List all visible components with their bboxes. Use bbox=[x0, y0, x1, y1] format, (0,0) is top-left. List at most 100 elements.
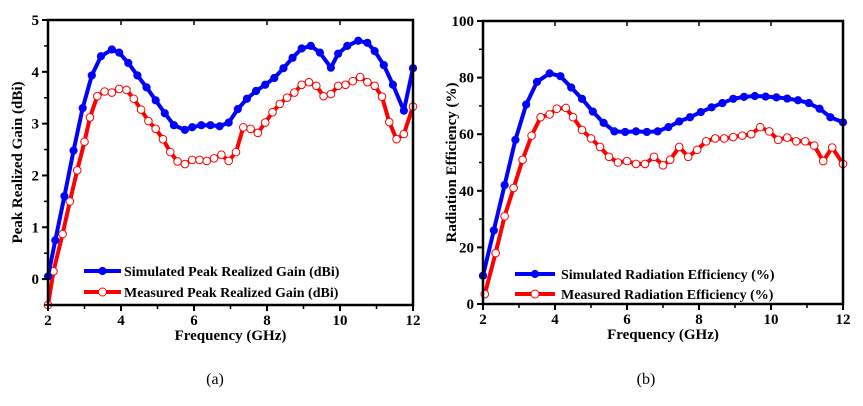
data-point-simulated-efficiency bbox=[739, 92, 749, 101]
data-point-simulated-efficiency bbox=[826, 113, 835, 122]
plot-area-b bbox=[478, 69, 848, 299]
data-point-measured-efficiency bbox=[683, 152, 693, 162]
data-point-simulated-efficiency bbox=[577, 94, 587, 103]
data-point-simulated-efficiency bbox=[685, 113, 695, 122]
data-point-measured-efficiency bbox=[622, 156, 632, 166]
x-tick-label: 10 bbox=[764, 312, 779, 328]
data-point-measured-gain bbox=[231, 147, 241, 157]
legend-marker-measured-gain bbox=[98, 287, 107, 297]
data-point-simulated-efficiency bbox=[556, 72, 565, 81]
data-point-measured-efficiency bbox=[595, 142, 605, 152]
data-point-measured-gain bbox=[136, 105, 146, 114]
data-point-measured-gain bbox=[384, 117, 394, 127]
x-tick-label: 2 bbox=[479, 312, 487, 328]
data-point-simulated-efficiency bbox=[599, 118, 608, 127]
data-point-measured-efficiency bbox=[818, 156, 828, 166]
data-point-measured-gain bbox=[100, 87, 109, 96]
data-point-measured-gain bbox=[151, 124, 160, 134]
data-point-simulated-efficiency bbox=[707, 103, 716, 112]
data-point-measured-gain bbox=[311, 81, 321, 91]
data-point-measured-gain bbox=[65, 197, 75, 206]
data-point-simulated-gain bbox=[388, 80, 398, 89]
data-point-measured-gain bbox=[144, 116, 153, 126]
data-point-simulated-gain bbox=[251, 86, 261, 96]
data-point-measured-efficiency bbox=[586, 134, 596, 143]
data-point-measured-efficiency bbox=[658, 161, 668, 170]
y-tick-label: 5 bbox=[32, 13, 40, 29]
data-point-measured-efficiency bbox=[827, 143, 837, 152]
data-point-measured-gain bbox=[304, 77, 314, 87]
data-point-simulated-gain bbox=[78, 103, 87, 113]
data-point-measured-gain bbox=[319, 91, 328, 101]
data-point-simulated-gain bbox=[115, 48, 124, 57]
data-point-measured-gain bbox=[187, 155, 197, 165]
data-point-measured-gain bbox=[268, 107, 277, 117]
x-tick-label: 10 bbox=[333, 313, 348, 329]
legend-marker-simulated-gain bbox=[98, 266, 107, 276]
data-point-simulated-gain bbox=[379, 60, 388, 70]
data-point-measured-gain bbox=[290, 88, 299, 97]
y-tick-label: 20 bbox=[459, 240, 474, 256]
x-tick-label: 8 bbox=[263, 313, 271, 329]
y-axis-title-a: Peak Realized Gain (dBi) bbox=[10, 81, 26, 243]
data-point-simulated-efficiency bbox=[664, 123, 673, 132]
data-point-simulated-gain bbox=[96, 52, 106, 61]
x-tick-label: 2 bbox=[44, 313, 52, 329]
data-point-measured-gain bbox=[85, 113, 95, 122]
data-point-measured-gain bbox=[122, 85, 131, 95]
data-point-simulated-gain bbox=[169, 121, 179, 130]
legend-a: Simulated Peak Realized Gain (dBi) Measu… bbox=[84, 265, 340, 301]
data-point-measured-efficiency bbox=[764, 127, 774, 136]
data-point-measured-gain bbox=[297, 80, 306, 90]
data-point-measured-gain bbox=[58, 229, 67, 239]
data-point-simulated-efficiency bbox=[696, 108, 705, 117]
data-point-measured-efficiency bbox=[604, 152, 614, 162]
data-point-measured-gain bbox=[107, 88, 117, 97]
caption-a: (a) bbox=[206, 371, 224, 388]
data-point-measured-gain bbox=[165, 147, 175, 157]
data-point-simulated-gain bbox=[69, 146, 78, 155]
data-point-simulated-gain bbox=[343, 41, 352, 51]
chart-panel-b: Simulated Radiation Efficiency (%) Measu… bbox=[444, 14, 851, 388]
y-tick-label: 60 bbox=[459, 127, 474, 143]
data-point-measured-efficiency bbox=[800, 136, 810, 146]
data-point-simulated-gain bbox=[133, 71, 142, 80]
data-point-measured-efficiency bbox=[692, 145, 702, 155]
data-point-measured-gain bbox=[209, 154, 219, 163]
y-tick-label: 2 bbox=[32, 168, 40, 184]
data-point-simulated-efficiency bbox=[522, 100, 531, 109]
x-axis-title-b: Frequency (GHz) bbox=[607, 327, 719, 343]
y-tick-label: 40 bbox=[459, 184, 474, 200]
legend-b: Simulated Radiation Efficiency (%) Measu… bbox=[515, 268, 775, 303]
data-point-simulated-gain bbox=[215, 122, 224, 131]
data-point-simulated-efficiency bbox=[532, 77, 542, 86]
legend-label-simulated-efficiency: Simulated Radiation Efficiency (%) bbox=[561, 268, 775, 283]
data-point-measured-gain bbox=[202, 156, 212, 166]
data-point-measured-efficiency bbox=[568, 112, 578, 122]
y-tick-label: 80 bbox=[459, 71, 474, 87]
data-point-measured-efficiency bbox=[649, 152, 659, 162]
data-point-measured-gain bbox=[355, 72, 365, 82]
data-point-measured-efficiency bbox=[773, 135, 783, 145]
data-point-measured-gain bbox=[253, 128, 263, 138]
data-point-measured-efficiency bbox=[728, 132, 738, 142]
data-point-simulated-gain bbox=[233, 105, 242, 114]
data-point-simulated-gain bbox=[326, 63, 335, 72]
data-point-measured-gain bbox=[370, 81, 379, 91]
data-point-measured-gain bbox=[129, 94, 139, 104]
y-tick-label: 0 bbox=[467, 297, 475, 313]
data-point-simulated-gain bbox=[51, 236, 60, 245]
data-point-measured-efficiency bbox=[791, 136, 801, 146]
data-point-simulated-efficiency bbox=[761, 92, 770, 101]
data-point-simulated-gain bbox=[363, 38, 372, 47]
data-point-simulated-efficiency bbox=[631, 127, 641, 136]
data-point-simulated-efficiency bbox=[511, 135, 520, 144]
data-point-simulated-gain bbox=[288, 53, 297, 62]
data-point-simulated-efficiency bbox=[729, 94, 738, 103]
data-point-measured-efficiency bbox=[527, 131, 536, 140]
data-point-simulated-gain bbox=[279, 64, 288, 73]
y-tick-label: 1 bbox=[32, 220, 40, 236]
legend-marker-measured-efficiency bbox=[530, 289, 540, 299]
data-point-simulated-efficiency bbox=[750, 91, 759, 101]
data-point-measured-efficiency bbox=[577, 125, 587, 135]
